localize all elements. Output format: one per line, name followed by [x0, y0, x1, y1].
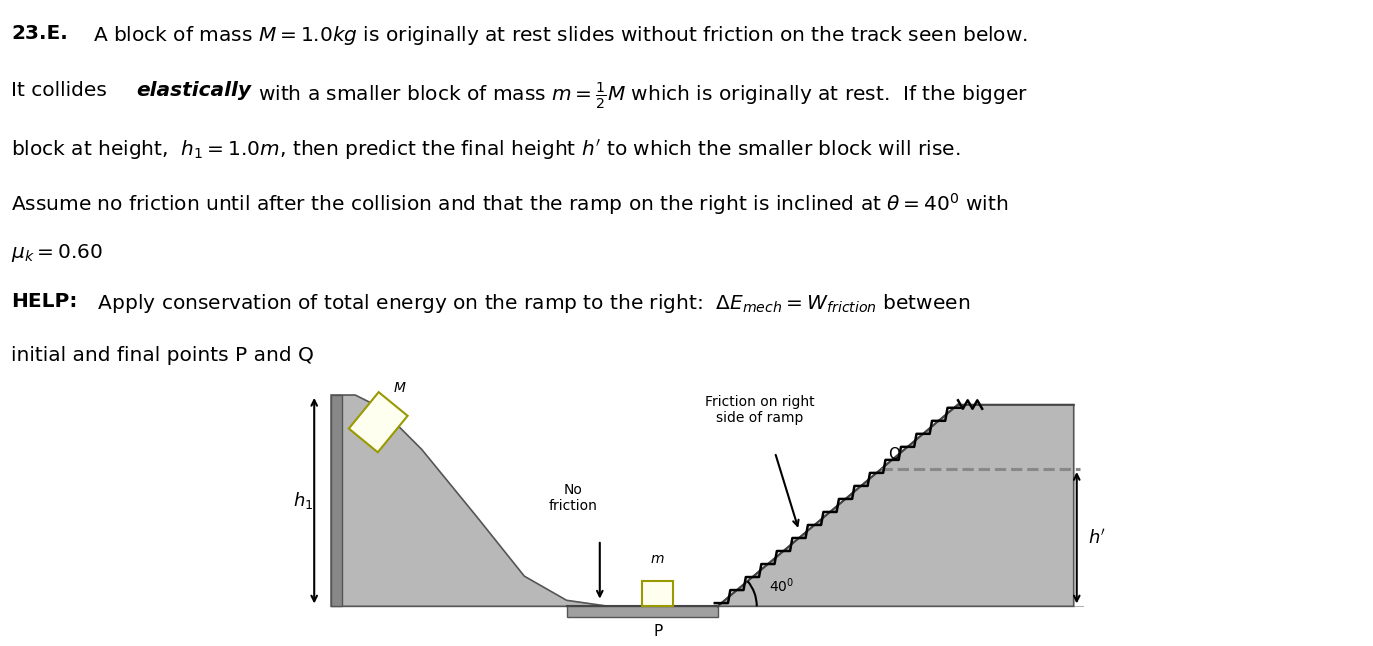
Text: elastically: elastically [136, 81, 251, 99]
Text: P: P [654, 625, 662, 640]
Text: Friction on right
side of ramp: Friction on right side of ramp [704, 395, 814, 425]
Text: Q: Q [888, 447, 901, 462]
Text: No
friction: No friction [548, 483, 597, 513]
Bar [643, 581, 673, 607]
Text: A block of mass $M = 1.0kg$ is originally at rest slides without friction on the: A block of mass $M = 1.0kg$ is originall… [93, 23, 1028, 47]
Text: It collides: It collides [11, 81, 113, 99]
Bar [349, 392, 408, 452]
Polygon shape [567, 607, 718, 617]
Text: $40^0$: $40^0$ [769, 577, 794, 596]
Text: 23.E.: 23.E. [11, 23, 67, 43]
Text: HELP:: HELP: [11, 292, 77, 311]
Polygon shape [331, 395, 608, 607]
Text: $h'$: $h'$ [1087, 528, 1105, 547]
Text: initial and final points P and Q: initial and final points P and Q [11, 346, 314, 365]
Text: block at height,  $h_1 = 1.0m$, then predict the final height $h'$ to which the : block at height, $h_1 = 1.0m$, then pred… [11, 138, 960, 162]
Polygon shape [718, 404, 1074, 607]
Text: with a smaller block of mass $m = \frac{1}{2}M$ which is originally at rest.  If: with a smaller block of mass $m = \frac{… [258, 81, 1028, 111]
Text: Assume no friction until after the collision and that the ramp on the right is i: Assume no friction until after the colli… [11, 191, 1008, 217]
Text: $\mu_k = 0.60$: $\mu_k = 0.60$ [11, 242, 103, 264]
Text: M: M [393, 381, 405, 395]
Text: Apply conservation of total energy on the ramp to the right:  $\Delta E_{mech} =: Apply conservation of total energy on th… [85, 292, 971, 315]
Text: m: m [651, 552, 665, 566]
Polygon shape [331, 395, 342, 607]
Text: $h_1$: $h_1$ [294, 490, 313, 511]
